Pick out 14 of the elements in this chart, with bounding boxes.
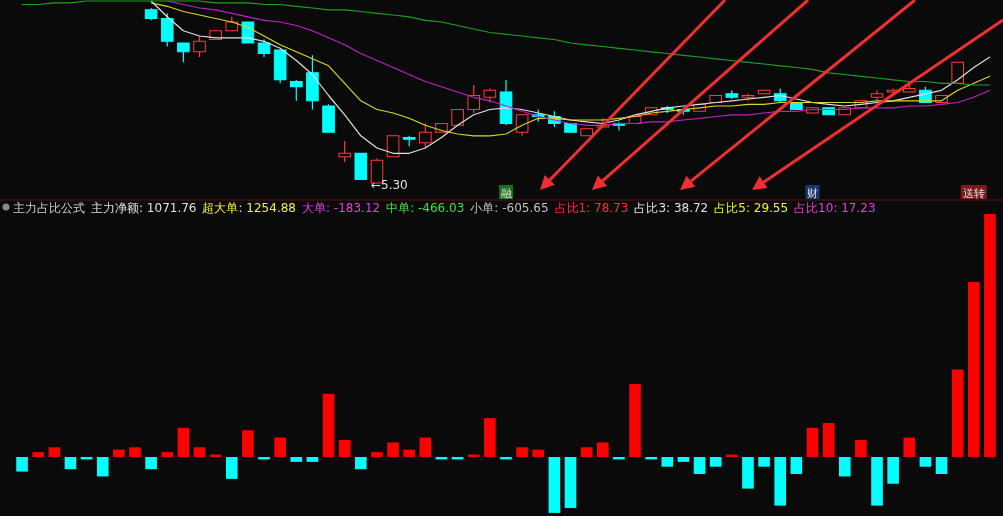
annotation: 占比5: 29.55 [714, 201, 789, 215]
chart-title: 主力占比公式 [13, 201, 85, 215]
text: 送转 [962, 187, 985, 200]
text: 财 [806, 187, 818, 200]
annotation: 超大单: 1254.88 [202, 201, 296, 215]
annotation: 大单: -183.12 [301, 201, 381, 215]
annotation: 中单: -466.03 [386, 201, 465, 215]
annotation: 主力净额: 1071.76 [91, 201, 197, 215]
annotation: 占比1: 78.73 [554, 201, 629, 215]
text: 融 [500, 187, 512, 200]
annotation: 小单: -605.65 [470, 201, 549, 215]
annotation: 占比3: 38.72 [634, 201, 709, 215]
annotation: ←5.30 [370, 178, 408, 192]
annotation: 占比10: 17.23 [794, 201, 876, 215]
